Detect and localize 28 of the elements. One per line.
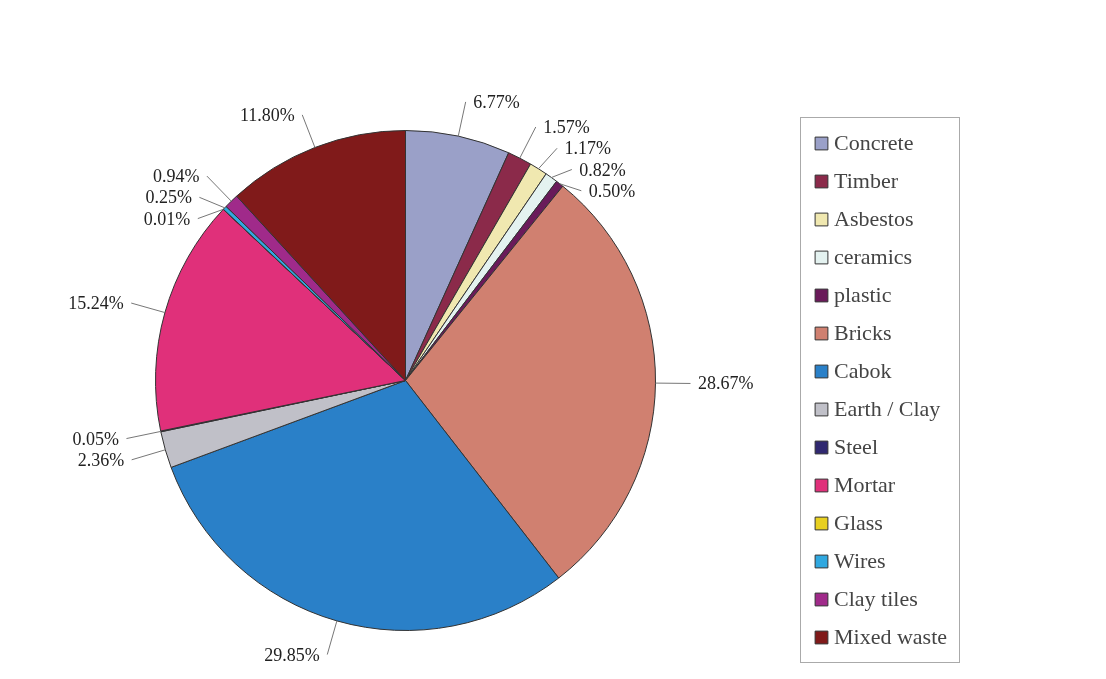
data-label: 28.67% bbox=[697, 373, 754, 394]
data-label: 0.01% bbox=[143, 208, 191, 229]
data-label: 6.77% bbox=[473, 91, 520, 112]
legend-label: Wires bbox=[834, 548, 886, 574]
legend-label: Mortar bbox=[834, 472, 896, 498]
legend-label: Concrete bbox=[834, 130, 914, 156]
data-label: 1.57% bbox=[543, 117, 590, 138]
legend-label: plastic bbox=[834, 282, 892, 308]
data-label: 29.85% bbox=[264, 644, 320, 665]
legend-label: ceramics bbox=[834, 244, 913, 270]
legend-label: Asbestos bbox=[834, 206, 914, 232]
data-label: 0.05% bbox=[72, 428, 119, 449]
legend-label: Cabok bbox=[834, 358, 892, 384]
data-label: 0.94% bbox=[152, 166, 200, 187]
legend-label: Mixed waste bbox=[834, 624, 948, 650]
data-label: 1.17% bbox=[564, 138, 612, 159]
legend-label: Steel bbox=[834, 434, 878, 460]
legend-label: Earth / Clay bbox=[834, 396, 941, 422]
data-label: 2.36% bbox=[77, 449, 125, 470]
legend-label: Timber bbox=[834, 168, 898, 194]
legend-label: Clay tiles bbox=[834, 586, 918, 612]
legend-label: Glass bbox=[834, 510, 883, 536]
data-label: 0.25% bbox=[145, 187, 192, 208]
data-label: 11.80% bbox=[239, 104, 295, 125]
legend-label: Bricks bbox=[834, 320, 892, 346]
data-label: 0.50% bbox=[588, 180, 636, 201]
data-label: 15.24% bbox=[68, 293, 124, 314]
data-label: 0.82% bbox=[579, 159, 626, 180]
